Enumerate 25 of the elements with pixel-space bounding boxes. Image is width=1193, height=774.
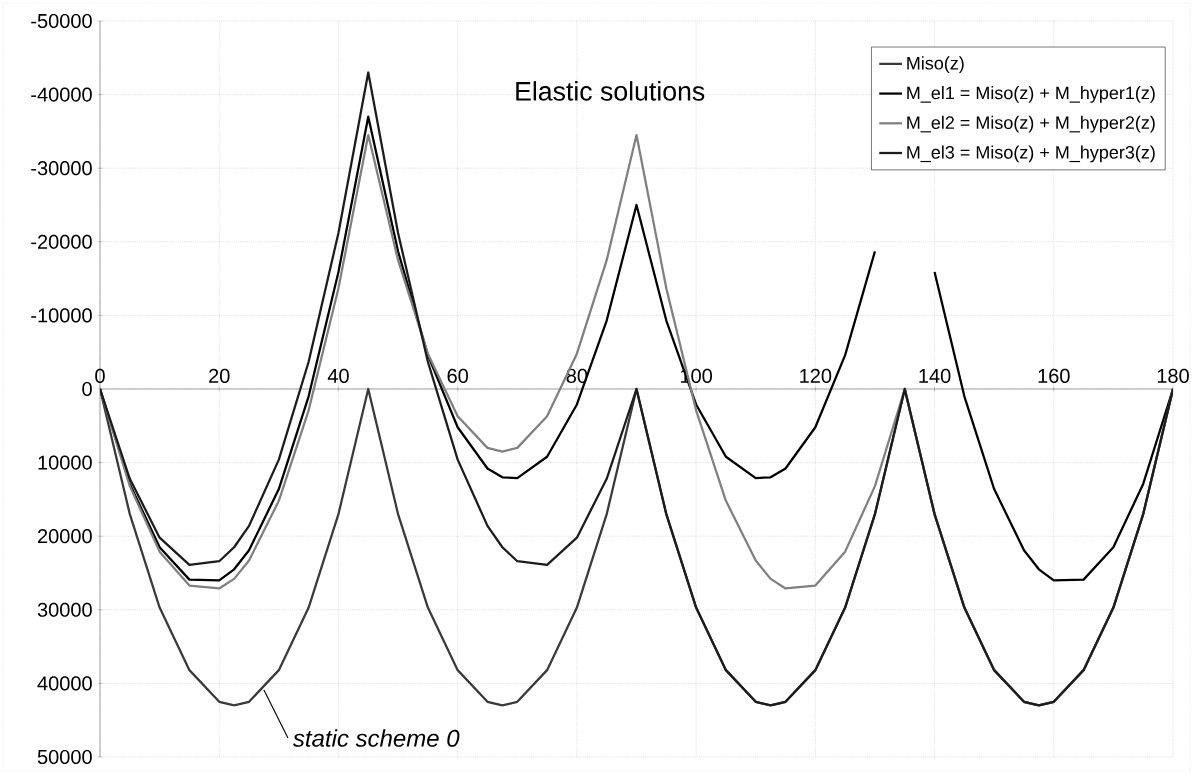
y-tick-label: 40000	[37, 676, 92, 691]
x-tick-label: 0	[95, 368, 105, 383]
x-tick-label: 40	[327, 368, 349, 383]
y-tick-label: 50000	[37, 749, 92, 765]
x-tick-label: 160	[1038, 368, 1070, 383]
legend-label: M_el1 = Miso(z) + M_hyper1(z)	[907, 86, 1155, 103]
legend-label: M_el2 = Miso(z) + M_hyper2(z)	[907, 115, 1155, 133]
x-tick-label: 140	[919, 368, 951, 383]
y-tick-label: 20000	[38, 529, 92, 544]
y-tick-label: -10000	[31, 308, 92, 323]
legend-label: Miso(z)	[907, 56, 964, 74]
y-tick-label: -30000	[31, 161, 92, 176]
y-tick-label: 10000	[38, 455, 92, 470]
annotation: static scheme 0	[292, 729, 460, 747]
x-tick-label: 60	[447, 368, 468, 383]
y-tick-label: -40000	[31, 87, 92, 102]
x-tick-label: 20	[209, 368, 230, 383]
y-tick-label: 30000	[37, 602, 92, 617]
y-tick-label: -50000	[31, 13, 92, 29]
legend-label: M_el3 = Miso(z) + M_hyper3(z)	[907, 145, 1155, 163]
y-tick-label: -20000	[31, 234, 92, 249]
text: Elastic solutions	[516, 81, 705, 101]
x-tick-label: 120	[800, 368, 832, 383]
x-tick-label: 180	[1157, 368, 1189, 383]
y-tick-label: 0	[82, 381, 92, 397]
